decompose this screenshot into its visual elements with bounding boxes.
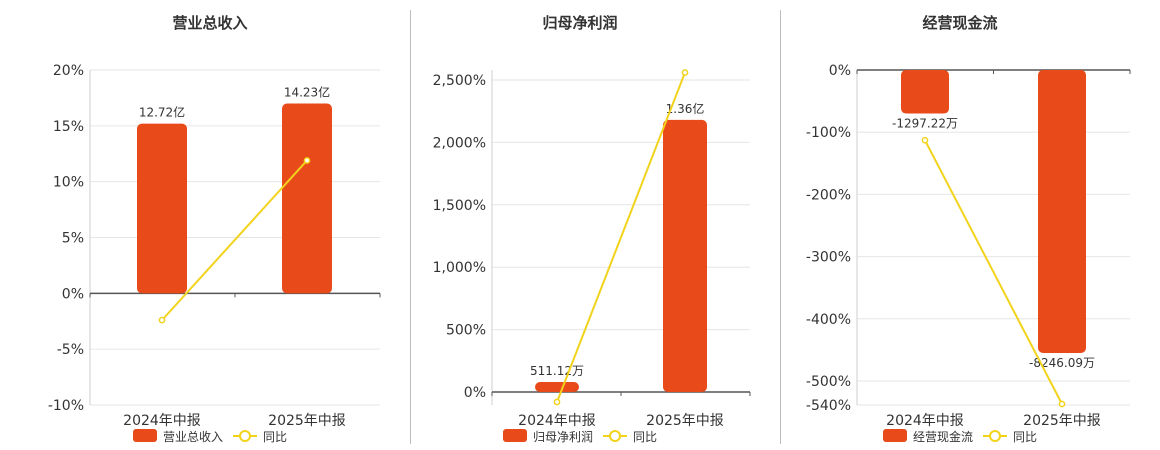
chart1-ytick-label: 0% [62,286,84,302]
chart1-bar-label: 12.72亿 [139,105,185,120]
chart2-bar-label: 511.12万 [530,364,584,378]
chart2-ytick-label: 1,000% [433,260,486,276]
chart2-category-label: 2024年中报 [518,413,596,429]
chart3-bar-label: -1297.22万 [892,117,958,131]
chart1-legend-bar-swatch [133,429,157,442]
chart3-legend-line-label: 同比 [1013,430,1037,444]
chart2-legend-bar-swatch [503,429,527,442]
chart3-yoy-point [1058,400,1066,408]
chart3-ytick-label: 0% [829,63,851,79]
chart3-yoy-line [924,139,1063,405]
chart2-bar-label: 1.36亿 [666,101,705,116]
chart1-bar [282,103,332,294]
chart1-category-label: 2025年中报 [268,413,346,429]
chart1-ytick-label: 5% [62,231,84,247]
chart2-title: 归母净利润 [542,14,617,32]
chart1-ytick-label: -10% [48,398,84,414]
chart1-bar [137,123,187,294]
chart1-yoy-point [158,316,166,324]
chart3-legend-line-marker [989,430,1001,442]
chart1-legend-line-marker [239,430,251,442]
chart2-legend-line-marker [609,430,621,442]
chart1-yoy-line [161,159,308,321]
chart1-title: 营业总收入 [172,14,247,32]
chart2-ytick-label: 500% [446,323,486,339]
chart2-category-label: 2025年中报 [646,413,724,429]
chart1-category-label: 2024年中报 [123,413,201,429]
chart3-bar-label: -8246.09万 [1029,356,1095,370]
divider-right [780,10,781,444]
chart2-bar [663,119,707,392]
chart1-ytick-label: 15% [53,119,84,135]
divider-left [410,10,411,444]
chart3-bar [1038,70,1086,354]
chart3-legend-bar-swatch [883,429,907,442]
chart3-title: 经营现金流 [922,14,997,32]
chart1-legend-bar-label: 营业总收入 [163,430,223,444]
chart3-ytick-label: -540% [806,398,851,414]
chart2-ytick-label: 1,500% [433,198,486,214]
chart1-bar-label: 14.23亿 [284,85,330,100]
chart1-legend-line-label: 同比 [263,430,287,444]
chart1-ytick-label: 20% [53,63,84,79]
chart3-ytick-label: -200% [806,187,851,203]
chart3-yoy-point [921,136,929,144]
chart3-legend-bar-label: 经营现金流 [913,429,973,444]
chart2-yoy-line [556,72,686,403]
chart2-ytick-label: 2,500% [433,73,486,89]
chart2-yoy-point [681,69,689,76]
chart2-legend-bar-label: 归母净利润 [533,430,593,444]
chart3-ytick-label: -300% [806,250,851,266]
chart2-ytick-label: 0% [464,385,486,401]
chart3-category-label: 2025年中报 [1023,413,1101,429]
chart2-bar [535,382,579,392]
chart2-legend-line-label: 同比 [633,430,657,444]
chart2-ytick-label: 2,000% [433,135,486,151]
chart3-ytick-label: -500% [806,374,851,390]
chart1-ytick-label: 10% [53,175,84,191]
chart2-yoy-point [553,398,561,406]
chart3-bar [901,70,949,114]
chart1-yoy-point [303,157,311,164]
chart3-category-label: 2024年中报 [886,413,964,429]
chart1-ytick-label: -5% [57,342,84,358]
chart3-ytick-label: -400% [806,312,851,328]
chart3-ytick-label: -100% [806,125,851,141]
